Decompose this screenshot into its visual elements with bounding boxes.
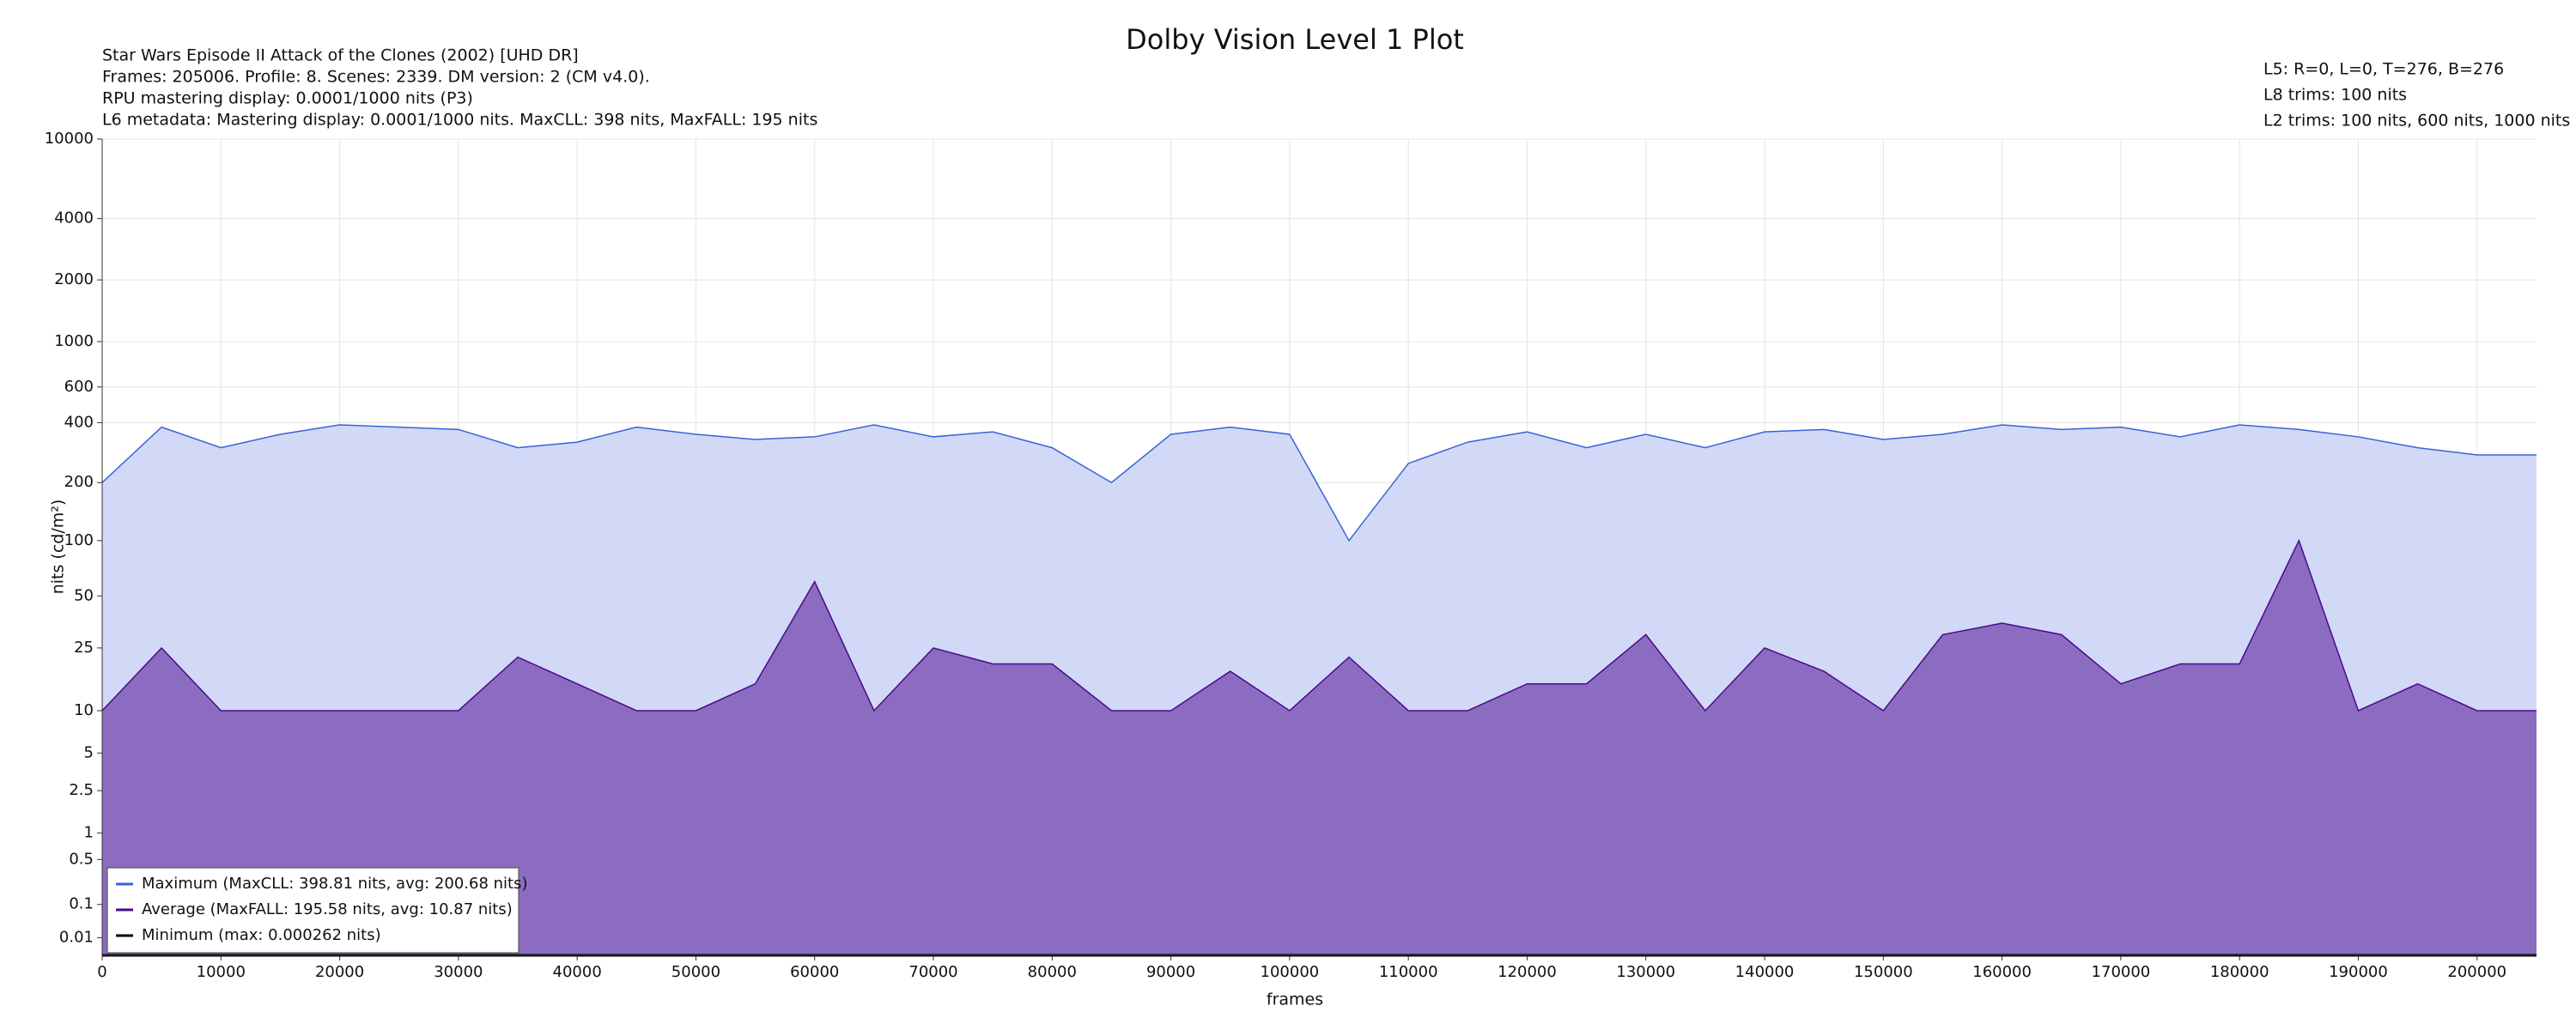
legend: Maximum (MaxCLL: 398.81 nits, avg: 200.6… [106,867,528,954]
x-tick-label: 20000 [315,963,364,981]
y-tick-label: 0.5 [69,850,94,868]
x-tick-label: 50000 [671,963,720,981]
legend-entry: Average (MaxFALL: 195.58 nits, avg: 10.8… [142,900,513,918]
y-tick-label: 4000 [54,209,94,227]
info-left: RPU mastering display: 0.0001/1000 nits … [102,89,473,108]
y-axis-label: nits (cd/m²) [49,500,68,595]
y-tick-label: 600 [64,378,94,396]
x-tick-label: 100000 [1261,963,1320,981]
x-tick-label: 140000 [1735,963,1795,981]
series-line [101,538,2537,712]
y-tick-label: 200 [64,473,94,491]
x-tick-label: 80000 [1028,963,1077,981]
y-tick-label: 50 [74,586,94,604]
y-tick-label: 25 [74,639,94,657]
y-tick-label: 5 [84,743,94,761]
x-tick-label: 90000 [1146,963,1195,981]
y-tick-label: 100 [64,531,94,549]
info-left: Frames: 205006. Profile: 8. Scenes: 2339… [102,68,650,87]
info-right: L5: R=0, L=0, T=276, B=276 [2263,60,2504,79]
x-tick-label: 110000 [1379,963,1438,981]
x-tick-label: 160000 [1972,963,2032,981]
y-tick-label: 0.1 [69,895,94,913]
x-tick-label: 200000 [2447,963,2506,981]
x-tick-label: 70000 [908,963,957,981]
x-tick-label: 150000 [1854,963,1913,981]
legend-box [106,867,519,954]
info-right: L8 trims: 100 nits [2263,86,2407,105]
x-tick-label: 180000 [2210,963,2269,981]
x-tick-label: 60000 [790,963,839,981]
info-right: L2 trims: 100 nits, 600 nits, 1000 nits [2263,112,2570,130]
x-tick-label: 190000 [2329,963,2388,981]
y-tick-label: 400 [64,413,94,431]
x-tick-label: 30000 [434,963,483,981]
y-tick-label: 2.5 [69,781,94,799]
y-tick-label: 10 [74,701,94,719]
x-tick-label: 120000 [1498,963,1557,981]
legend-entry: Maximum (MaxCLL: 398.81 nits, avg: 200.6… [142,875,528,893]
x-tick-label: 170000 [2092,963,2151,981]
info-left: Star Wars Episode II Attack of the Clone… [102,46,579,65]
series-area [102,540,2537,955]
info-left: L6 metadata: Mastering display: 0.0001/1… [102,111,817,130]
y-tick-label: 10000 [45,130,94,148]
y-tick-label: 2000 [54,270,94,288]
x-tick-label: 40000 [553,963,602,981]
series-line [101,424,2537,542]
chart-title: Dolby Vision Level 1 Plot [1126,23,1464,56]
x-tick-label: 0 [97,963,106,981]
legend-entry: Minimum (max: 0.000262 nits) [142,926,381,944]
y-tick-label: 1 [84,823,94,841]
x-tick-label: 10000 [197,963,246,981]
x-tick-label: 130000 [1616,963,1675,981]
y-tick-label: 1000 [54,332,94,350]
y-tick-label: 0.01 [59,929,94,947]
x-axis-label: frames [1267,991,1323,1009]
